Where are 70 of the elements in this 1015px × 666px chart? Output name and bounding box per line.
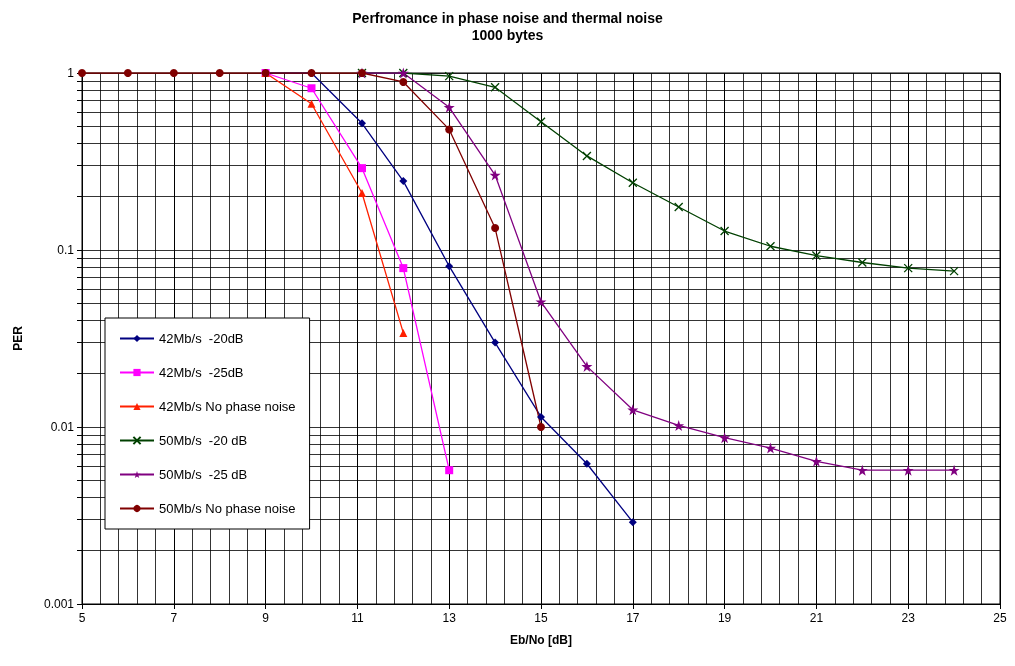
point xyxy=(444,71,454,81)
point xyxy=(489,169,501,181)
y-tick-label: 0.1 xyxy=(57,243,75,257)
legend-label: 50Mb/s -25 dB xyxy=(159,467,248,482)
point xyxy=(537,423,545,431)
point xyxy=(357,188,366,197)
point xyxy=(535,296,547,308)
point xyxy=(357,119,366,128)
x-axis-title: Eb/No [dB] xyxy=(510,633,572,647)
point xyxy=(765,241,776,251)
point xyxy=(357,164,366,173)
point xyxy=(490,82,500,92)
point xyxy=(491,338,500,347)
point xyxy=(169,69,178,77)
point xyxy=(628,518,637,527)
x-tick-label: 13 xyxy=(442,611,457,625)
point xyxy=(903,263,913,273)
point xyxy=(491,224,500,233)
point xyxy=(674,202,684,212)
x-tick-label: 7 xyxy=(170,611,178,625)
legend-label: 42Mb/s -25dB xyxy=(159,365,244,380)
y-axis-title: PER xyxy=(11,325,25,351)
legend-label: 42Mb/s No phase noise xyxy=(159,399,296,414)
point xyxy=(445,262,454,271)
x-tick-label: 9 xyxy=(262,611,270,625)
point xyxy=(582,459,591,468)
y-tick-label: 0.01 xyxy=(50,420,75,434)
x-tick-label: 23 xyxy=(901,611,916,625)
point xyxy=(123,69,132,77)
point xyxy=(399,177,408,186)
legend-label: 42Mb/s -20dB xyxy=(159,331,244,346)
point xyxy=(810,455,822,467)
point xyxy=(628,178,638,188)
point xyxy=(765,442,776,454)
x-tick-label: 21 xyxy=(809,611,824,625)
legend-label: 50Mb/s -20 dB xyxy=(159,433,248,448)
point xyxy=(215,69,224,77)
y-tick-label: 1 xyxy=(67,66,75,80)
point xyxy=(536,117,546,127)
point xyxy=(307,99,316,108)
point xyxy=(856,464,868,476)
x-tick-label: 17 xyxy=(626,611,640,625)
point xyxy=(719,226,730,236)
point xyxy=(443,101,455,113)
legend-label: 50Mb/s No phase noise xyxy=(159,501,296,516)
point xyxy=(582,151,592,161)
x-tick-label: 11 xyxy=(351,611,364,625)
point xyxy=(581,360,593,372)
point xyxy=(811,250,822,261)
chart-subtitle: 1000 bytes xyxy=(471,27,544,43)
x-tick-label: 25 xyxy=(993,611,1007,625)
point xyxy=(948,464,960,476)
x-tick-label: 15 xyxy=(534,611,548,625)
point xyxy=(673,419,685,431)
point xyxy=(399,77,408,86)
chart-title: Perfromance in phase noise and thermal noise xyxy=(352,10,663,26)
point xyxy=(399,264,408,273)
y-tick-label: 0.001 xyxy=(43,597,75,611)
point xyxy=(949,266,959,276)
point xyxy=(719,432,731,444)
point xyxy=(307,84,316,93)
x-tick-label: 19 xyxy=(717,611,732,625)
x-tick-label: 5 xyxy=(78,611,86,625)
point xyxy=(857,257,867,268)
point xyxy=(902,464,914,476)
point xyxy=(445,125,454,134)
point xyxy=(627,404,639,416)
point xyxy=(399,328,408,337)
point xyxy=(537,412,545,421)
point xyxy=(445,466,454,475)
